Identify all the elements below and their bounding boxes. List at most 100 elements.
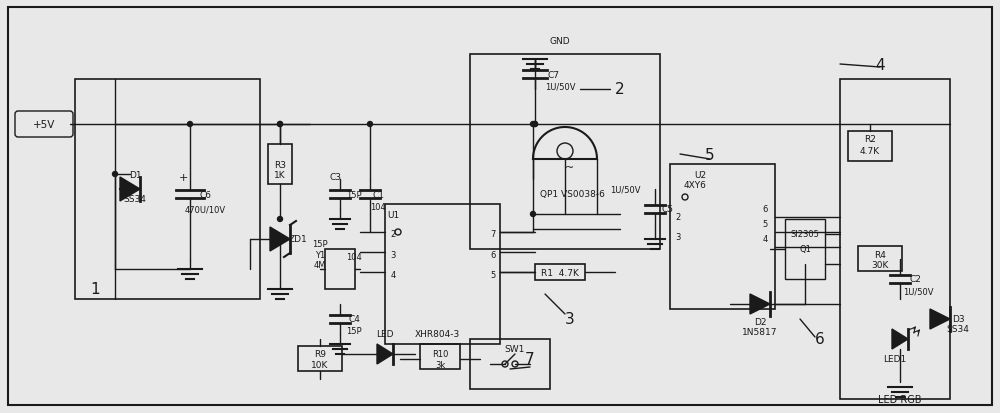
Text: 3k: 3k	[435, 361, 445, 370]
Text: 4.7K: 4.7K	[860, 147, 880, 156]
Text: C5: C5	[661, 205, 673, 214]
Text: 2: 2	[615, 82, 625, 97]
Bar	[325, 249, 355, 289]
Text: 2: 2	[390, 230, 396, 239]
Bar	[858, 247, 902, 271]
Text: 4M: 4M	[314, 260, 326, 269]
Text: 2: 2	[675, 213, 681, 222]
Text: 15P: 15P	[346, 327, 362, 336]
Text: D2: D2	[754, 318, 766, 327]
Text: +: +	[178, 173, 188, 183]
Circle shape	[278, 122, 283, 127]
Text: +5V: +5V	[33, 120, 55, 130]
Text: C7: C7	[547, 70, 559, 79]
Polygon shape	[930, 309, 950, 329]
Text: LED1: LED1	[883, 355, 907, 363]
Text: QP1 VS0038-6: QP1 VS0038-6	[540, 190, 605, 199]
Text: Q1: Q1	[799, 245, 811, 254]
Text: C2: C2	[909, 275, 921, 284]
Text: LED: LED	[376, 330, 394, 339]
Circle shape	[532, 122, 538, 127]
Text: 4: 4	[875, 57, 885, 72]
Text: ZD1: ZD1	[289, 235, 307, 244]
Circle shape	[278, 217, 283, 222]
FancyBboxPatch shape	[15, 112, 73, 138]
Polygon shape	[270, 228, 290, 252]
Text: 5: 5	[762, 220, 768, 229]
Text: SW1: SW1	[505, 345, 525, 354]
Text: Y1: Y1	[315, 250, 325, 259]
Circle shape	[530, 122, 536, 127]
Text: D1: D1	[129, 170, 141, 179]
Text: 3: 3	[675, 233, 681, 242]
Polygon shape	[120, 178, 140, 202]
Text: LED RGB: LED RGB	[878, 394, 922, 404]
Text: SI2305: SI2305	[791, 230, 819, 239]
Text: 6: 6	[490, 250, 496, 259]
Polygon shape	[377, 344, 393, 364]
Bar	[268, 145, 292, 185]
Text: GND: GND	[550, 38, 570, 46]
Bar	[470, 55, 660, 249]
Bar	[848, 132, 892, 161]
Bar	[420, 344, 460, 369]
Circle shape	[278, 122, 283, 127]
Text: C1: C1	[372, 190, 384, 199]
Circle shape	[532, 122, 538, 127]
Text: 3: 3	[565, 312, 575, 327]
Text: 1U/50V: 1U/50V	[610, 185, 640, 194]
Bar	[470, 339, 550, 389]
Circle shape	[530, 212, 536, 217]
Circle shape	[368, 122, 373, 127]
Text: 6: 6	[762, 205, 768, 214]
Text: SS34: SS34	[124, 195, 146, 204]
Text: 3: 3	[390, 250, 396, 259]
Polygon shape	[750, 294, 770, 314]
Text: 10K: 10K	[311, 361, 329, 370]
Text: R1  4.7K: R1 4.7K	[541, 268, 579, 277]
Text: 104: 104	[370, 202, 386, 211]
Text: U2: U2	[694, 170, 706, 179]
Text: R3: R3	[274, 160, 286, 169]
Text: 4: 4	[762, 235, 768, 244]
Text: 5: 5	[705, 147, 715, 162]
Bar	[840, 80, 950, 399]
Polygon shape	[892, 329, 908, 349]
Text: 5: 5	[490, 270, 496, 279]
Text: 15P: 15P	[312, 240, 328, 249]
Text: R9: R9	[314, 350, 326, 358]
Text: 15P: 15P	[346, 190, 362, 199]
Text: C3: C3	[329, 172, 341, 181]
Text: C4: C4	[348, 315, 360, 324]
Bar	[535, 264, 585, 280]
Text: 4: 4	[390, 270, 396, 279]
Text: 30K: 30K	[871, 261, 889, 270]
Text: ~: ~	[565, 163, 575, 173]
Text: U1: U1	[387, 210, 399, 219]
Text: 470U/10V: 470U/10V	[184, 205, 226, 214]
Bar	[785, 219, 825, 279]
Bar	[385, 204, 500, 344]
Circle shape	[188, 122, 193, 127]
Text: SS34: SS34	[947, 325, 969, 334]
Text: 1: 1	[90, 282, 100, 297]
Text: 4XY6: 4XY6	[684, 180, 706, 189]
Bar	[298, 346, 342, 371]
Text: R2: R2	[864, 135, 876, 144]
Text: 1U/50V: 1U/50V	[903, 287, 933, 296]
Text: 7: 7	[525, 351, 535, 367]
Text: 7: 7	[490, 230, 496, 239]
Text: D3: D3	[952, 315, 964, 324]
Circle shape	[113, 172, 118, 177]
Text: R10: R10	[432, 350, 448, 358]
Text: 104: 104	[346, 252, 362, 261]
Text: 6: 6	[815, 332, 825, 347]
Text: C6: C6	[199, 190, 211, 199]
Bar	[75, 80, 260, 299]
Text: 1N5817: 1N5817	[742, 328, 778, 337]
Bar	[670, 165, 775, 309]
Text: 1K: 1K	[274, 170, 286, 179]
Text: XHR804-3: XHR804-3	[415, 330, 460, 339]
Text: 1U/50V: 1U/50V	[545, 82, 575, 91]
Text: R4: R4	[874, 250, 886, 259]
